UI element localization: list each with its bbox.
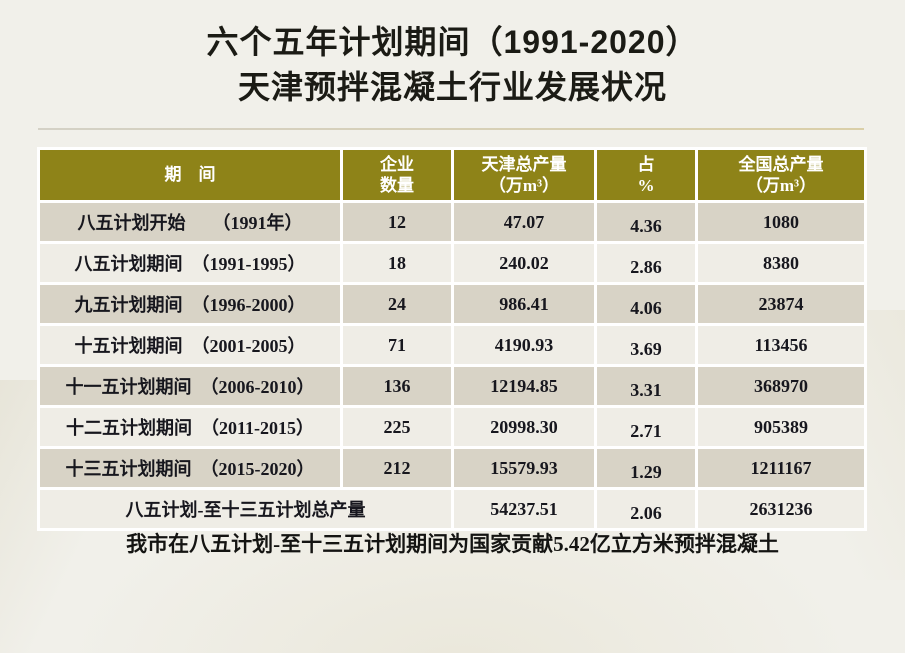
table-cell: 九五计划期间 （1996-2000）: [40, 285, 340, 323]
total-row-value: 54237.51: [454, 490, 594, 528]
table-row-1: 八五计划期间 （1991-1995） 18 240.02 2.86 8380: [40, 244, 864, 282]
column-header-3: 占 %: [597, 150, 695, 200]
five-year-plan-table: 期 间企业 数量 天津总产量 （万m³）占 % 全国总产量 （万m³） 八五计划开始…: [37, 147, 867, 531]
table-cell: 15579.93: [454, 449, 594, 487]
table-header: 期 间企业 数量 天津总产量 （万m³）占 % 全国总产量 （万m³）: [40, 150, 864, 200]
column-header-1: 企业 数量: [343, 150, 451, 200]
table-cell: 240.02: [454, 244, 594, 282]
table-cell: 3.69: [597, 326, 695, 364]
table-row-2: 九五计划期间 （1996-2000） 24 986.41 4.06 23874: [40, 285, 864, 323]
table-cell: 2.86: [597, 244, 695, 282]
total-row: 八五计划-至十三五计划总产量 54237.51 2.06 2631236: [40, 490, 864, 528]
title-divider: [38, 128, 864, 130]
table-cell: 24: [343, 285, 451, 323]
total-row-value: 2631236: [698, 490, 864, 528]
table-cell: 十一五计划期间 （2006-2010）: [40, 367, 340, 405]
table-cell: 1211167: [698, 449, 864, 487]
table-cell: 十五计划期间 （2001-2005）: [40, 326, 340, 364]
table-cell: 十三五计划期间 （2015-2020）: [40, 449, 340, 487]
table-cell: 12: [343, 203, 451, 241]
table-cell: 71: [343, 326, 451, 364]
table-cell: 12194.85: [454, 367, 594, 405]
table-cell: 113456: [698, 326, 864, 364]
table-row-5: 十二五计划期间 （2011-2015） 225 20998.30 2.71 905389: [40, 408, 864, 446]
column-header-0: 期 间: [40, 150, 340, 200]
total-row-value: 2.06: [597, 490, 695, 528]
table-cell: 3.31: [597, 367, 695, 405]
table-cell: 1080: [698, 203, 864, 241]
table-cell: 18: [343, 244, 451, 282]
table-cell: 4.06: [597, 285, 695, 323]
column-header-2: 天津总产量 （万m³）: [454, 150, 594, 200]
column-header-4: 全国总产量 （万m³）: [698, 150, 864, 200]
table-cell: 212: [343, 449, 451, 487]
table-cell: 八五计划期间 （1991-1995）: [40, 244, 340, 282]
slide-title: 六个五年计划期间（1991-2020） 天津预拌混凝土行业发展状况: [0, 20, 905, 111]
table-cell: 4190.93: [454, 326, 594, 364]
table-body: 八五计划开始 （1991年） 12 47.07 4.36 1080 八五计划期间 （199…: [40, 203, 864, 528]
table-cell: 8380: [698, 244, 864, 282]
slide-title-line2: 天津预拌混凝土行业发展状况: [237, 69, 667, 106]
table-cell: 十二五计划期间 （2011-2015）: [40, 408, 340, 446]
table-cell: 2.71: [597, 408, 695, 446]
table-row-6: 十三五计划期间 （2015-2020） 212 15579.93 1.29 121116…: [40, 449, 864, 487]
table-cell: 八五计划开始 （1991年）: [40, 203, 340, 241]
table-cell: 905389: [698, 408, 864, 446]
table-cell: 47.07: [454, 203, 594, 241]
table-cell: 23874: [698, 285, 864, 323]
table-cell: 4.36: [597, 203, 695, 241]
header-row: 期 间企业 数量 天津总产量 （万m³）占 % 全国总产量 （万m³）: [40, 150, 864, 200]
table-cell: 225: [343, 408, 451, 446]
table-cell: 20998.30: [454, 408, 594, 446]
summary-text: 我市在八五计划-至十三五计划期间为国家贡献5.42亿立方米预拌混凝土: [126, 532, 779, 556]
table-cell: 1.29: [597, 449, 695, 487]
total-row-label: 八五计划-至十三五计划总产量: [40, 490, 451, 528]
table-row-3: 十五计划期间 （2001-2005） 71 4190.93 3.69 113456: [40, 326, 864, 364]
table-row-4: 十一五计划期间 （2006-2010） 136 12194.85 3.31 368970: [40, 367, 864, 405]
table-cell: 986.41: [454, 285, 594, 323]
table-cell: 136: [343, 367, 451, 405]
slide-title-line1: 六个五年计划期间（1991-2020）: [206, 24, 699, 60]
table-cell: 368970: [698, 367, 864, 405]
table-row-0: 八五计划开始 （1991年） 12 47.07 4.36 1080: [40, 203, 864, 241]
